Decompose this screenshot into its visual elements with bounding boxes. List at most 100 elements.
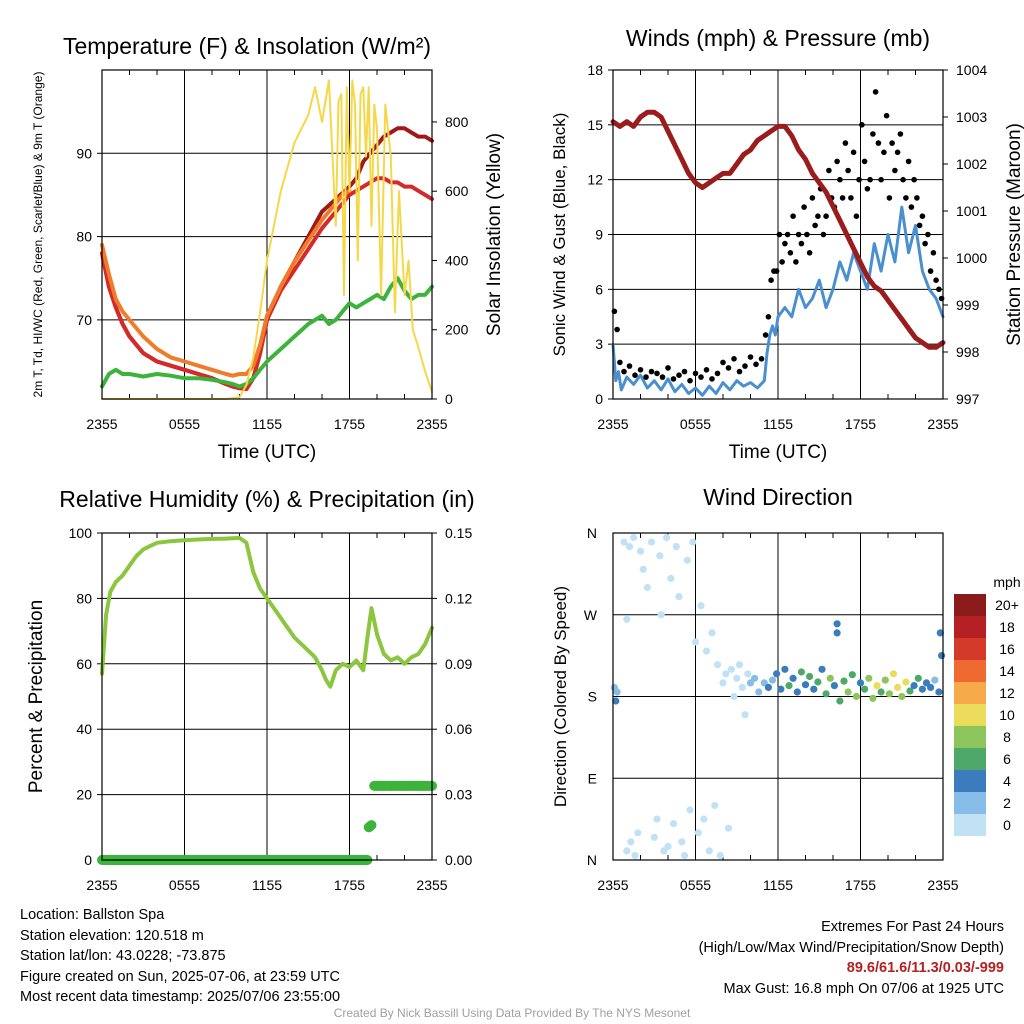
y-tick-label: 6 [595, 281, 603, 297]
y-tick-label: N [587, 525, 597, 541]
y-tick-label: 15 [587, 117, 603, 133]
colorbar-label: 16 [999, 641, 1015, 657]
colorbar-label: 6 [1003, 751, 1011, 767]
y2-tick-label: 1002 [956, 156, 987, 172]
colorbar-swatch [954, 726, 986, 748]
colorbar-label: 2 [1003, 795, 1011, 811]
direction-point [730, 692, 738, 701]
series-precipitation [363, 820, 377, 833]
direction-point [694, 829, 702, 837]
colorbar-swatch [954, 792, 986, 814]
extremes-values: 89.6/61.6/11.3/0.03/-999 [846, 960, 1004, 976]
x-tick-label: 1755 [334, 877, 365, 893]
gust-point [864, 186, 871, 192]
colorbar-label: 8 [1003, 729, 1011, 745]
gust-point [834, 158, 840, 165]
direction-point [643, 583, 652, 592]
gust-point [859, 122, 865, 128]
gust-point [823, 213, 829, 219]
direction-point [801, 681, 810, 689]
colorbar-swatch [954, 616, 986, 638]
direction-point [906, 687, 914, 695]
direction-point [697, 602, 705, 610]
gust-point [845, 167, 851, 174]
direction-point [777, 685, 785, 693]
direction-point [724, 824, 733, 832]
y2-tick-label: 0.15 [445, 525, 472, 541]
plot-frame [101, 532, 433, 861]
direction-point [727, 665, 735, 673]
colorbar-label: 20+ [995, 597, 1019, 613]
direction-point [634, 829, 642, 837]
direction-point [936, 629, 944, 637]
wind-direction-panel: 2355 0555 1155 1755 2355 Wind Direction N E S W N D… [551, 484, 959, 893]
direction-point [918, 685, 927, 693]
gust-point [933, 277, 939, 284]
y2-tick-label: 0.12 [445, 590, 472, 606]
y-axis-label: Sonic Wind & Gust (Blue, Black) [550, 113, 569, 357]
gust-point [826, 167, 832, 174]
gust-point [795, 231, 802, 238]
direction-point [650, 833, 658, 841]
gust-point [820, 231, 827, 238]
gust-point [837, 176, 843, 183]
gust-point [731, 356, 737, 362]
plot-frame [101, 69, 433, 400]
y2-tick-label: 200 [445, 322, 469, 338]
direction-point [680, 851, 689, 860]
y2-tick-label: 1000 [956, 250, 987, 266]
gust-point [911, 176, 917, 183]
direction-point [848, 671, 856, 679]
colorbar-label: 0 [1003, 817, 1011, 833]
y-axis-label: 2m T, Td, HI/WC (Red, Green, Scarlet/Blu… [31, 72, 45, 398]
direction-point [713, 661, 722, 669]
y-tick-label: W [584, 607, 598, 623]
gust-point [725, 365, 732, 371]
y-tick-label: 70 [76, 312, 92, 328]
direction-point [873, 682, 881, 690]
direction-point [877, 688, 885, 696]
gust-point [883, 112, 890, 119]
y2-tick-label: 997 [956, 391, 980, 407]
panel-title: Wind Direction [703, 484, 853, 510]
colorbar-label: 12 [999, 685, 1015, 701]
direction-point [672, 543, 680, 551]
colorbar-swatch [954, 748, 986, 770]
x-tick-label: 2355 [416, 416, 447, 432]
direction-point [898, 692, 906, 701]
direction-point [833, 620, 841, 628]
y-tick-label: 20 [76, 787, 92, 803]
direction-point [719, 679, 727, 687]
y-tick-label: S [588, 689, 597, 705]
direction-point [773, 670, 781, 678]
direction-point [636, 547, 645, 555]
y2-tick-label: 800 [445, 114, 469, 130]
gust-point [886, 195, 893, 201]
series-solar-insolation [101, 79, 433, 400]
direction-point [865, 674, 873, 682]
colorbar-swatch [954, 594, 986, 616]
gust-point [659, 374, 666, 380]
gust-point [930, 250, 937, 256]
gust-point [889, 140, 895, 146]
colorbar-swatch [954, 638, 986, 660]
x-tick-label: 2355 [416, 877, 447, 893]
gust-point [782, 240, 788, 247]
y-axis-label: Percent & Precipitation [26, 600, 47, 793]
y2-tick-label: 1003 [956, 109, 987, 125]
gust-point [617, 359, 623, 366]
direction-point [938, 652, 946, 660]
direction-point [822, 690, 830, 698]
y-tick-label: 9 [595, 227, 603, 243]
x-tick-label: 1155 [763, 877, 793, 893]
x-tick-label: 2355 [927, 877, 958, 893]
y-tick-label: 0 [595, 391, 603, 407]
gust-point [753, 361, 759, 368]
y2-tick-label: 1001 [956, 203, 987, 219]
gust-point [806, 250, 813, 256]
series-td [100, 276, 434, 389]
gust-point [758, 356, 765, 362]
direction-point [735, 661, 744, 669]
direction-point [881, 676, 889, 684]
gust-point [776, 231, 783, 238]
